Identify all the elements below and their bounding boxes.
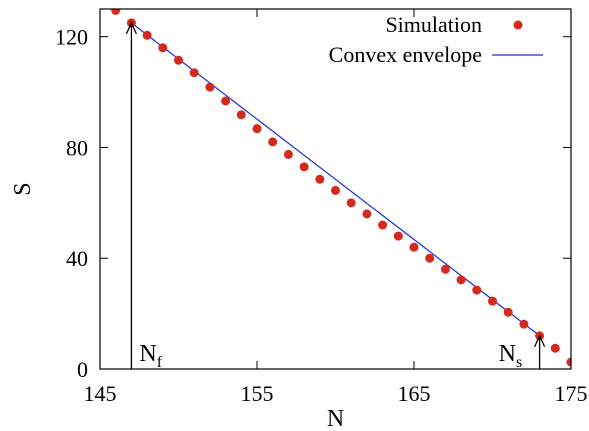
simulation-point: [142, 30, 152, 40]
simulation-point: [174, 55, 183, 65]
simulation-point: [236, 110, 246, 120]
simulation-point: [283, 149, 293, 159]
simulation-point: [519, 319, 529, 329]
annotation-label: Nf: [139, 341, 162, 371]
simulation-point: [111, 9, 121, 15]
simulation-point: [456, 275, 466, 285]
simulation-point: [503, 307, 513, 317]
legend-marker-simulation: [513, 20, 523, 30]
simulation-point: [362, 209, 372, 219]
x-tick-label: 145: [84, 381, 117, 406]
x-tick-label: 155: [241, 381, 274, 406]
ticks-layer: 145 155 165 175 0 40 80 120: [55, 9, 588, 406]
convex-envelope-line: [131, 22, 540, 337]
annotation-label: Ns: [499, 341, 523, 371]
simulation-point: [346, 198, 356, 208]
legend-label-convex-envelope: Convex envelope: [329, 42, 482, 67]
simulation-point: [566, 357, 571, 367]
simulation-point: [252, 124, 262, 134]
line-layer: [131, 22, 540, 337]
legend: Simulation Convex envelope: [329, 12, 543, 67]
simulation-point: [331, 185, 340, 195]
y-tick-label: 40: [66, 246, 88, 271]
annotations-layer: Nf Ns: [125, 21, 546, 371]
y-axis-label: S: [10, 182, 36, 195]
simulation-point: [205, 82, 215, 92]
simulation-point: [488, 296, 497, 306]
simulation-point: [425, 253, 435, 263]
annotation-arrowhead: [125, 21, 137, 35]
points-layer: [111, 9, 571, 367]
simulation-point: [409, 242, 419, 252]
simulation-point: [158, 43, 168, 53]
x-tick-label: 175: [555, 381, 588, 406]
y-tick-label: 0: [77, 357, 88, 382]
simulation-point: [299, 162, 309, 172]
simulation-point: [393, 231, 403, 241]
x-axis-label: N: [327, 406, 344, 431]
simulation-point: [550, 343, 560, 353]
plot-frame: [99, 8, 572, 370]
simulation-point: [315, 174, 325, 184]
x-tick-label: 165: [398, 381, 431, 406]
annotation-arrowhead: [534, 334, 546, 348]
simulation-point: [221, 96, 231, 106]
legend-label-simulation: Simulation: [385, 12, 482, 37]
simulation-point: [189, 68, 199, 78]
y-tick-label: 80: [66, 135, 88, 160]
simulation-point: [378, 220, 388, 230]
simulation-point: [268, 137, 278, 147]
simulation-point: [440, 264, 450, 274]
y-tick-label: 120: [55, 25, 88, 50]
simulation-point: [472, 285, 482, 295]
